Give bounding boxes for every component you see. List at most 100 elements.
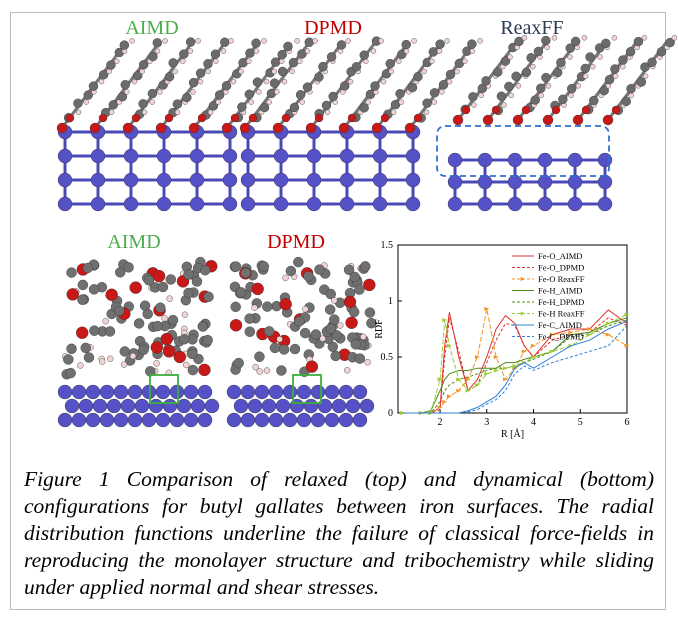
atom	[58, 173, 72, 187]
atom	[99, 359, 105, 365]
atom	[340, 149, 354, 163]
atom	[90, 123, 100, 133]
atom	[582, 35, 587, 40]
atom	[139, 60, 148, 69]
atom	[448, 197, 462, 211]
atom	[439, 89, 444, 94]
atom	[541, 73, 550, 82]
atom	[360, 261, 370, 271]
atom	[605, 75, 614, 84]
atom	[163, 345, 175, 357]
atom	[278, 50, 287, 59]
atom	[196, 69, 205, 78]
atom	[139, 99, 148, 108]
atom	[257, 368, 263, 374]
atom	[135, 399, 149, 413]
atom	[130, 38, 135, 43]
atom	[573, 115, 583, 125]
atom	[222, 81, 231, 90]
atom	[274, 89, 279, 94]
atom	[538, 153, 552, 167]
atom	[76, 327, 88, 339]
legend-label: Fe-O_AIMD	[538, 251, 582, 261]
atom	[453, 115, 463, 125]
atom	[264, 368, 270, 374]
atom	[66, 114, 74, 122]
atom	[274, 173, 288, 187]
atom	[241, 149, 255, 163]
atom	[509, 93, 514, 98]
atom	[143, 309, 153, 319]
atom	[106, 61, 115, 70]
atom	[339, 413, 353, 427]
atom	[114, 59, 119, 64]
highlight-box	[437, 126, 609, 176]
atom	[493, 68, 502, 77]
series-marker	[531, 344, 536, 348]
plot-frame	[398, 245, 627, 413]
atom	[182, 93, 191, 102]
atom	[294, 316, 304, 326]
atom	[262, 38, 267, 43]
atom	[373, 173, 387, 187]
atom	[231, 114, 239, 122]
atom	[522, 68, 531, 77]
atom	[246, 59, 251, 64]
atom	[198, 322, 208, 332]
atom	[153, 321, 163, 331]
atom	[296, 90, 305, 99]
atom	[307, 197, 321, 211]
atom	[439, 80, 448, 89]
atom	[627, 84, 636, 93]
atom	[200, 265, 210, 275]
atom	[76, 110, 81, 115]
atom	[245, 49, 254, 58]
atom	[240, 123, 250, 133]
atom	[569, 93, 574, 98]
atom	[190, 89, 195, 94]
x-tick-label: 6	[625, 417, 630, 428]
panel-title: DPMD	[304, 17, 362, 39]
atom	[91, 149, 105, 163]
atom	[255, 413, 269, 427]
atom	[508, 55, 513, 60]
atom	[249, 114, 257, 122]
atom	[429, 47, 438, 56]
atom	[304, 399, 318, 413]
atom	[622, 97, 631, 106]
atom	[259, 261, 269, 271]
y-tick-label: 1.5	[381, 240, 394, 251]
atom	[66, 368, 76, 378]
atom	[222, 123, 232, 133]
atom	[78, 280, 88, 290]
atom	[371, 82, 380, 91]
atom	[504, 82, 513, 91]
atom	[223, 173, 237, 187]
atom	[72, 413, 86, 427]
atom	[354, 285, 364, 295]
atom	[58, 385, 72, 399]
atom	[175, 110, 180, 115]
atom	[508, 175, 522, 189]
legend-label: Fe-C_DPMD	[538, 332, 584, 342]
legend-marker	[521, 312, 526, 316]
atom	[234, 358, 244, 368]
atom	[253, 78, 262, 87]
atom	[598, 175, 612, 189]
atom	[408, 83, 417, 92]
atom	[124, 197, 138, 211]
atom	[227, 413, 241, 427]
atom	[290, 344, 300, 354]
caption: Figure 1 Comparison of relaxed (top) and…	[24, 466, 654, 601]
atom	[478, 197, 492, 211]
atom	[241, 268, 251, 278]
y-axis-label: RDF	[374, 319, 385, 339]
atom	[360, 334, 366, 340]
atom	[553, 68, 562, 77]
atom	[643, 74, 648, 79]
atom	[348, 114, 356, 122]
atom	[179, 50, 188, 59]
series-marker	[484, 372, 489, 376]
atom	[264, 79, 269, 84]
atom	[252, 305, 258, 311]
